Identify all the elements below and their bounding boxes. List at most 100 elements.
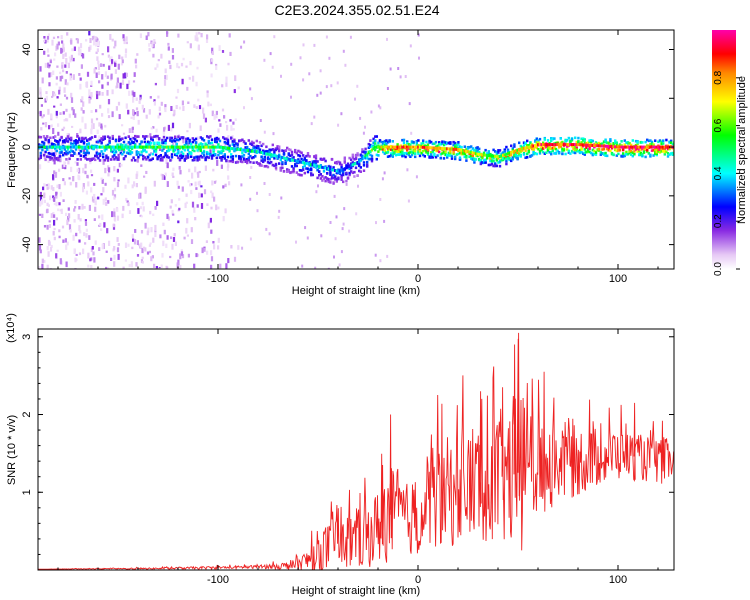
heatmap-cell — [185, 227, 188, 234]
heatmap-cell — [355, 212, 358, 216]
heatmap-cell — [59, 191, 62, 197]
heatmap-cell — [486, 153, 489, 157]
heatmap-cell — [187, 253, 190, 258]
heatmap-cell — [212, 151, 215, 154]
heatmap-cell — [102, 158, 105, 165]
heatmap-cell — [474, 146, 478, 150]
heatmap-cell — [146, 251, 150, 255]
heatmap-cell — [139, 94, 142, 99]
heatmap-cell — [342, 168, 345, 171]
heatmap-cell — [625, 153, 628, 156]
heatmap-cell — [270, 148, 273, 152]
heatmap-cell — [200, 203, 204, 209]
heatmap-cell — [391, 140, 394, 143]
heatmap-cell — [188, 77, 191, 80]
heatmap-cell — [226, 146, 230, 150]
heatmap-cell — [79, 49, 82, 55]
heatmap-cell — [170, 199, 173, 204]
heatmap-cell — [524, 156, 527, 159]
heatmap-cell — [628, 145, 631, 149]
heatmap-cell — [500, 156, 503, 159]
heatmap-cell — [141, 104, 144, 110]
heatmap-cell — [97, 64, 100, 71]
heatmap-cell — [362, 169, 366, 172]
heatmap-cell — [58, 202, 61, 206]
heatmap-cell — [386, 254, 389, 258]
heatmap-cell — [572, 147, 575, 151]
heatmap-cell — [649, 153, 652, 157]
heatmap-cell — [195, 106, 198, 109]
heatmap-cell — [298, 169, 302, 172]
heatmap-cell — [211, 47, 214, 54]
heatmap-cell — [65, 108, 68, 112]
heatmap-cell — [161, 253, 164, 258]
heatmap-cell — [408, 102, 411, 106]
heatmap-cell — [212, 154, 215, 157]
heatmap-cell — [290, 170, 294, 174]
heatmap-cell — [574, 151, 577, 155]
heatmap-cell — [82, 147, 85, 153]
heatmap-cell — [68, 137, 71, 141]
heatmap-cell — [127, 145, 130, 149]
heatmap-cell — [314, 154, 318, 157]
heatmap-cell — [222, 146, 225, 149]
heatmap-cell — [460, 151, 463, 155]
heatmap-cell — [193, 157, 196, 161]
heatmap-cell — [84, 170, 87, 175]
heatmap-cell — [233, 144, 236, 148]
heatmap-cell — [266, 165, 270, 169]
heatmap-cell — [143, 149, 146, 152]
heatmap-cell — [213, 180, 217, 184]
heatmap-cell — [193, 207, 196, 213]
heatmap-cell — [502, 151, 505, 154]
heatmap-cell — [55, 253, 58, 259]
heatmap-cell — [124, 242, 128, 248]
colorbar-tick-label: 0.6 — [713, 118, 724, 132]
heatmap-cell — [100, 63, 103, 67]
heatmap-cell — [101, 243, 104, 250]
heatmap-cell — [183, 157, 186, 161]
heatmap-cell — [207, 141, 210, 145]
heatmap-cell — [215, 156, 218, 160]
heatmap-cell — [470, 155, 473, 158]
heatmap-cell — [44, 145, 47, 149]
heatmap-cell — [210, 264, 213, 269]
heatmap-cell — [185, 154, 188, 160]
heatmap-cell — [225, 263, 228, 269]
heatmap-cell — [116, 168, 119, 173]
heatmap-cell — [38, 266, 41, 269]
heatmap-cell — [151, 152, 154, 156]
heatmap-cell — [286, 168, 289, 171]
heatmap-cell — [470, 150, 473, 154]
heatmap-cell — [45, 184, 48, 187]
heatmap-cell — [318, 170, 321, 173]
heatmap-cell — [281, 161, 284, 164]
heatmap-cell — [74, 200, 77, 204]
heatmap-cell — [188, 145, 191, 149]
heatmap-cell — [441, 152, 444, 155]
heatmap-cell — [102, 138, 105, 141]
heatmap-cell — [98, 152, 102, 156]
heatmap-cell — [594, 144, 598, 148]
heatmap-cell — [593, 149, 596, 153]
heatmap-cell — [187, 180, 190, 183]
heatmap-cell — [220, 159, 223, 162]
heatmap-cell — [53, 159, 56, 165]
heatmap-cell — [156, 141, 159, 145]
heatmap-cell — [102, 135, 105, 139]
heatmap-cell — [298, 154, 302, 158]
heatmap-cell — [212, 145, 215, 149]
heatmap-cell — [591, 148, 594, 152]
heatmap-cell — [93, 182, 96, 186]
heatmap-cell — [474, 158, 478, 161]
heatmap-cell — [118, 54, 121, 60]
heatmap-cell — [247, 149, 250, 153]
heatmap-cell — [302, 154, 305, 157]
heatmap-cell — [278, 149, 281, 153]
heatmap-cell — [197, 98, 200, 102]
heatmap-cell — [204, 145, 207, 149]
heatmap-cell — [43, 183, 46, 187]
heatmap-cell — [90, 136, 94, 139]
heatmap-cell — [476, 146, 479, 150]
heatmap-cell — [305, 161, 308, 165]
